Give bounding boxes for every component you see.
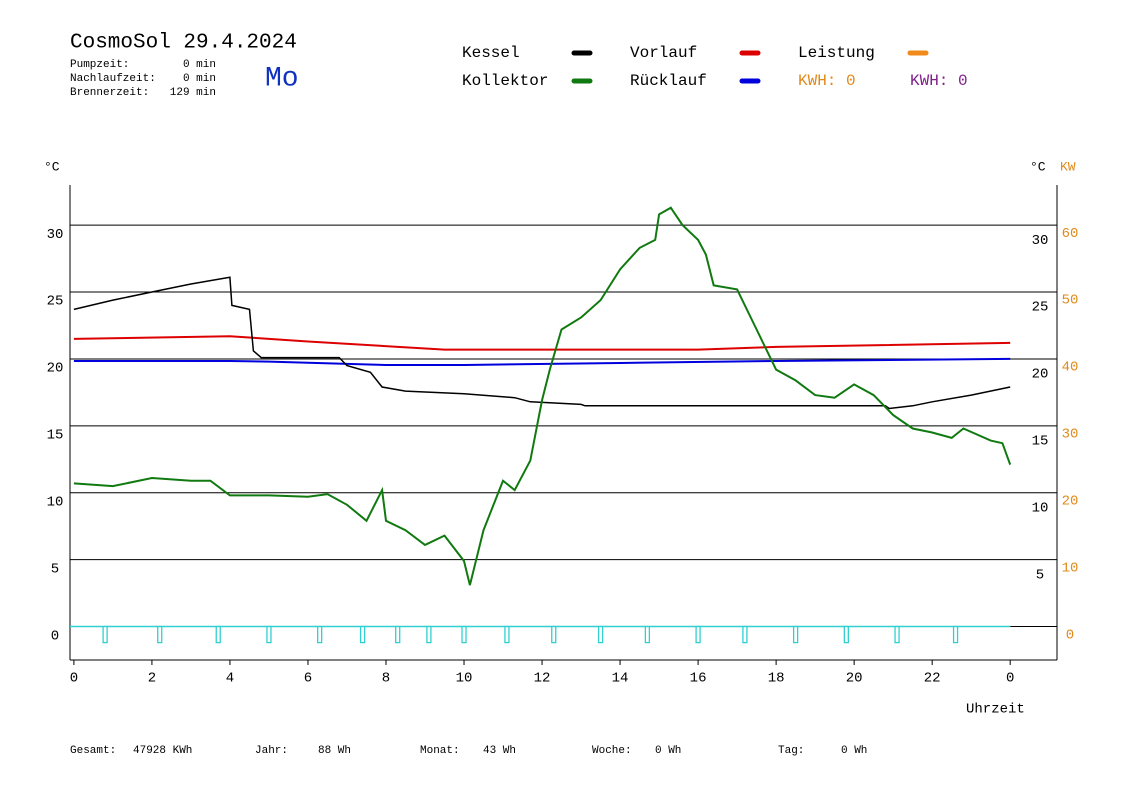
weekday: Mo	[265, 63, 299, 94]
pulse	[551, 625, 557, 644]
info-label: Brennerzeit:	[70, 87, 149, 99]
x-tick-label: 0	[70, 671, 78, 687]
pulse	[644, 625, 651, 644]
pulse	[317, 625, 323, 644]
y-tick-label: 5	[51, 561, 59, 577]
x-tick-label: 8	[382, 671, 390, 687]
y2-tick-label: 0	[1066, 627, 1074, 643]
x-tick-label: 2	[148, 671, 156, 687]
info-label: Pumpzeit:	[70, 59, 129, 71]
y-tick-label: 30	[47, 227, 64, 243]
x-tick-label: 6	[304, 671, 312, 687]
legend-label: Vorlauf	[630, 44, 697, 62]
x-tick-label: 10	[456, 671, 473, 687]
kwh-label: KWH: 0	[798, 72, 856, 90]
legend-label: Kollektor	[462, 72, 548, 90]
y2-tick-label: 10	[1062, 560, 1079, 576]
y2-axis-label: KW	[1060, 159, 1076, 174]
legend-label: Leistung	[798, 44, 875, 62]
footer-value: 0 Wh	[655, 745, 681, 757]
series-line	[73, 357, 1011, 366]
chart-title: CosmoSol 29.4.2024	[70, 32, 297, 55]
pulse	[894, 625, 900, 644]
y-tick-label-right: 25	[1032, 300, 1049, 316]
kwh-label: KWH: 0	[910, 72, 968, 90]
pulse	[952, 625, 959, 644]
series-line	[73, 335, 1011, 351]
footer-value: 88 Wh	[318, 745, 351, 757]
x-tick-label: 12	[534, 671, 551, 687]
pulse	[597, 625, 604, 644]
y-tick-label: 15	[47, 428, 64, 444]
y2-tick-label: 60	[1062, 226, 1079, 242]
info-value: 0 min	[183, 59, 216, 71]
y-tick-label-right: 20	[1032, 367, 1049, 383]
x-tick-label: 22	[924, 671, 941, 687]
y2-tick-label: 30	[1062, 427, 1079, 443]
x-tick-label: 16	[690, 671, 707, 687]
legend-label: Kessel	[462, 44, 520, 62]
info-value: 129 min	[170, 87, 216, 99]
series-line	[73, 276, 1011, 410]
pulse	[359, 625, 366, 644]
footer-value: 47928 KWh	[133, 745, 192, 757]
x-tick-label: 0	[1006, 671, 1014, 687]
y-tick-label: 10	[47, 494, 64, 510]
pulse	[426, 625, 432, 644]
y-axis-label-right: °C	[1030, 159, 1046, 174]
pulse	[266, 625, 272, 644]
pulse	[792, 625, 799, 644]
pulse	[742, 625, 748, 644]
x-tick-label: 18	[768, 671, 785, 687]
y-axis-label: °C	[44, 159, 60, 174]
pulse	[695, 625, 701, 644]
pulse	[461, 625, 467, 644]
pulse	[395, 625, 401, 644]
y-tick-label-right: 15	[1032, 434, 1049, 450]
series-line	[73, 206, 1012, 586]
pulse	[157, 625, 163, 644]
footer-value: 43 Wh	[483, 745, 516, 757]
y-tick-label: 25	[47, 294, 64, 310]
y-tick-label: 0	[51, 628, 59, 644]
pulse	[215, 625, 221, 644]
legend-label: Rücklauf	[630, 72, 707, 90]
pulse	[843, 625, 849, 644]
footer-label: Tag:	[778, 745, 804, 757]
info-value: 0 min	[183, 73, 216, 85]
footer-label: Gesamt:	[70, 745, 116, 757]
y-tick-label-right: 10	[1032, 500, 1049, 516]
y2-tick-label: 40	[1062, 360, 1079, 376]
y2-tick-label: 20	[1062, 493, 1079, 509]
footer-label: Jahr:	[255, 745, 288, 757]
footer-label: Woche:	[592, 745, 632, 757]
y2-tick-label: 50	[1062, 293, 1079, 309]
x-axis-label: Uhrzeit	[966, 702, 1025, 718]
y-tick-label-right: 30	[1032, 233, 1049, 249]
footer-label: Monat:	[420, 745, 460, 757]
y-tick-label-right: 5	[1036, 567, 1044, 583]
x-tick-label: 4	[226, 671, 234, 687]
pulse	[504, 625, 510, 644]
footer-value: 0 Wh	[841, 745, 867, 757]
info-label: Nachlaufzeit:	[70, 73, 156, 85]
y-tick-label: 20	[47, 361, 64, 377]
pulse	[102, 625, 108, 644]
x-tick-label: 14	[612, 671, 629, 687]
x-tick-label: 20	[846, 671, 863, 687]
